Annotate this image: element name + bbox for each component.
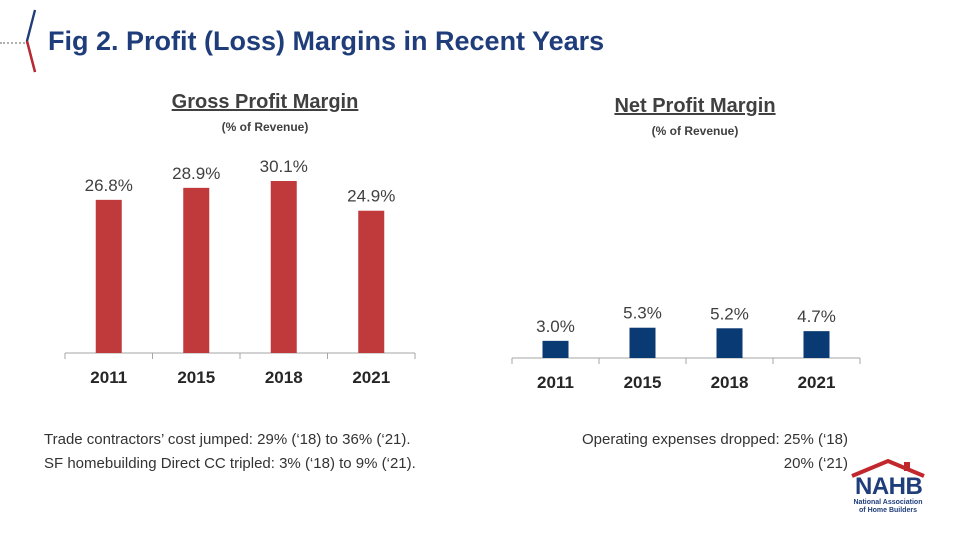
gross-data-label-2018: 30.1% — [260, 157, 308, 176]
net-bar-2021 — [803, 331, 830, 358]
gross-chart-subtitle: (% of Revenue) — [221, 120, 309, 134]
net-data-label-2021: 4.7% — [797, 307, 836, 326]
net-data-label-2011: 3.0% — [536, 317, 575, 336]
gross-bar-2018 — [270, 181, 297, 353]
net-bar-2015 — [629, 327, 656, 358]
net-tick-label-2018: 2018 — [711, 373, 749, 392]
nahb-logo-subtitle: National Association of Home Builders — [838, 499, 938, 515]
net-tick-label-2015: 2015 — [624, 373, 662, 392]
net-tick-label-2011: 2011 — [537, 373, 574, 392]
page-title: Fig 2. Profit (Loss) Margins in Recent Y… — [48, 26, 605, 56]
net-bar-2018 — [716, 328, 743, 358]
gross-bar-2021 — [358, 210, 385, 353]
net-bar-2011 — [542, 340, 569, 358]
net-chart-title: Net Profit Margin — [614, 95, 776, 117]
gross-tick-label-2021: 2021 — [352, 368, 390, 387]
gross-tick-label-2015: 2015 — [177, 368, 215, 387]
net-tick-label-2021: 2021 — [798, 373, 836, 392]
gross-data-label-2021: 24.9% — [347, 187, 395, 206]
gross-bar-2011 — [95, 199, 122, 353]
bracket-accent-icon — [25, 9, 37, 73]
nahb-logo-text: NAHB — [855, 473, 923, 500]
gross-tick-label-2018: 2018 — [265, 368, 303, 387]
logo-sub-line1: National Association — [853, 499, 923, 506]
note-operating-expenses-2021: 20% (‘21) — [783, 455, 848, 472]
note-operating-expenses: Operating expenses dropped: 25% (‘18) — [581, 431, 848, 448]
gross-chart-title: Gross Profit Margin — [171, 91, 359, 113]
dotted-accent-line — [0, 42, 28, 44]
logo-sub-line2: of Home Builders — [859, 507, 917, 514]
note-direct-cc: SF homebuilding Direct CC tripled: 3% (‘… — [44, 455, 416, 472]
net-chart-subtitle: (% of Revenue) — [651, 124, 739, 138]
gross-tick-label-2011: 2011 — [90, 368, 127, 387]
gross-data-label-2011: 26.8% — [85, 176, 133, 195]
net-data-label-2018: 5.2% — [710, 304, 749, 323]
house-roof-icon — [851, 458, 925, 478]
gross-data-label-2015: 28.9% — [172, 164, 220, 183]
note-trade-contractors: Trade contractors’ cost jumped: 29% (‘18… — [44, 431, 411, 448]
net-data-label-2015: 5.3% — [623, 304, 662, 323]
gross-bar-2015 — [183, 187, 210, 353]
